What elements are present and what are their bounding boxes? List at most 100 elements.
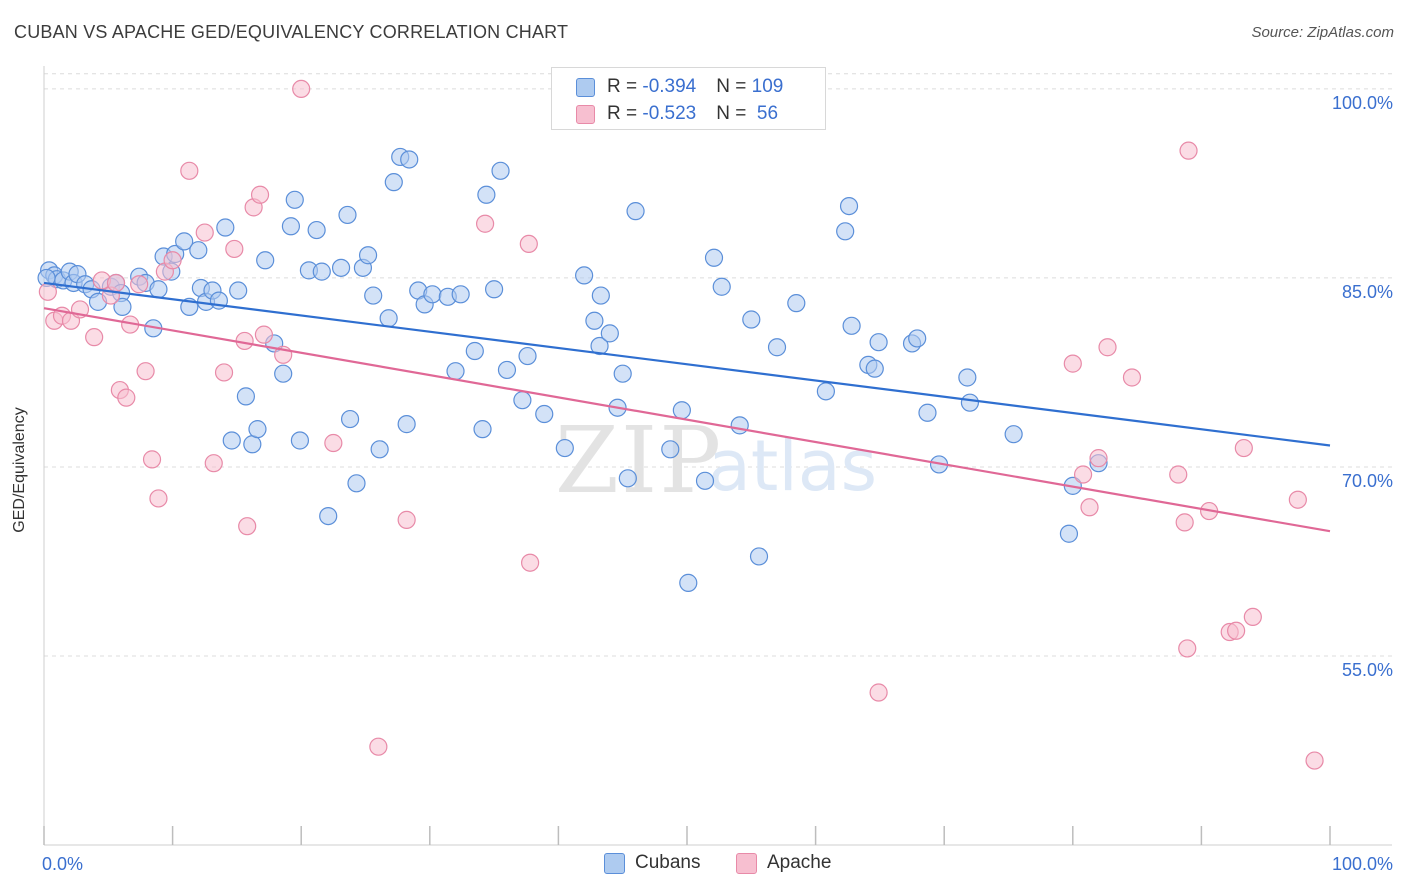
cubans-point [358,246,378,265]
cubans-point [477,185,496,204]
series-legend: Cubans Apache [0,852,1406,878]
apache-point [136,362,155,381]
legend-row-apache: R = -0.523 N = 56 [576,102,778,126]
apache-r-value: -0.523 [642,103,697,124]
apache-point [1169,465,1188,484]
cubans-point [672,401,691,420]
cubans-point [451,285,470,304]
cubans-r-value: -0.394 [642,76,697,97]
apache-point [254,325,274,344]
apache-point [292,79,311,99]
x-tick-label: 100.0% [1332,854,1393,874]
cubans-point [222,431,241,450]
cubans-point [958,368,977,387]
cubans-point [618,469,637,488]
cubans-point [491,161,510,180]
cubans-point [384,173,403,192]
cubans-point [312,262,331,281]
cubans-point [518,346,537,366]
cubans-point [704,248,724,267]
cubans-trend-line [43,281,1331,447]
watermark-zip: ZIP [555,407,723,514]
cubans-legend-swatch [604,852,625,874]
cubans-point [1059,524,1079,543]
apache-point [1178,639,1197,658]
apache-trend-line [43,307,1331,533]
cubans-point [590,336,609,356]
legend-item-apache[interactable]: Apache [736,852,831,874]
cubans-point [712,277,731,296]
apache-point [214,363,234,382]
cubans-point [535,404,554,424]
cubans-point [661,440,680,459]
cubans-point [319,506,338,526]
cubans-point [485,280,504,299]
apache-point [204,454,223,473]
cubans-point [446,362,465,381]
cubans-point [960,393,980,412]
apache-swatch [576,104,595,124]
apache-point [225,239,244,259]
cubans-point [695,471,715,490]
apache-point [1288,490,1307,509]
cubans-point [338,205,357,225]
cubans-point [216,218,235,237]
apache-point [250,185,270,204]
y-tick-label: 55.0% [1342,660,1393,680]
apache-point [869,683,888,702]
grid-lines [44,73,1392,657]
cubans-point [256,251,275,270]
cubans-point [679,573,698,592]
tick-labels: 55.0% 70.0% 85.0% 100.0% 0.0% 100.0% [42,93,1393,874]
cubans-point [742,310,761,329]
cubans-point [248,420,267,439]
y-axis-label: GED/Equivalency [11,407,28,533]
cubans-point [229,281,248,300]
apache-point [1227,621,1246,640]
cubans-point [189,241,208,260]
cubans-point [274,364,293,383]
cubans-point [613,364,632,383]
cubans-point [236,387,256,406]
cubans-point [397,415,416,434]
legend-item-cubans[interactable]: Cubans [604,852,701,874]
y-tick-label: 70.0% [1342,471,1393,491]
apache-r-label: R = [607,103,643,124]
cubans-swatch [576,77,595,97]
cubans-n-label: N = [716,76,752,97]
cubans-point [591,286,610,305]
apache-point [117,388,136,407]
cubans-point [370,440,389,459]
cubans-point [379,309,398,328]
correlation-legend: R = -0.394 N = 109 R = -0.523 N = 56 [551,67,826,130]
apache-point [1080,498,1099,517]
apache-point [38,282,57,301]
apache-point [1305,751,1324,770]
apache-point [324,433,343,453]
apache-point [180,161,199,180]
apache-point [1175,513,1194,532]
cubans-point [497,360,517,380]
apache-point [85,328,104,347]
cubans-point [285,190,304,209]
cubans-point [816,382,835,401]
axes [43,66,1392,846]
cubans-point [787,294,806,313]
apache-point [163,251,182,270]
cubans-point [626,202,645,221]
apache-n-value: 56 [751,103,779,124]
cubans-point [331,258,351,277]
cubans-point [1004,425,1023,444]
cubans-point [749,547,769,566]
cubans-point [473,420,492,439]
cubans-point [364,286,383,305]
apache-point [519,234,538,254]
apache-point [1179,141,1198,160]
cubans-point [600,324,619,343]
apache-point [1243,607,1262,627]
apache-point [1122,368,1142,387]
cubans-point [555,438,574,458]
apache-point [475,214,495,233]
cubans-point [836,222,855,241]
